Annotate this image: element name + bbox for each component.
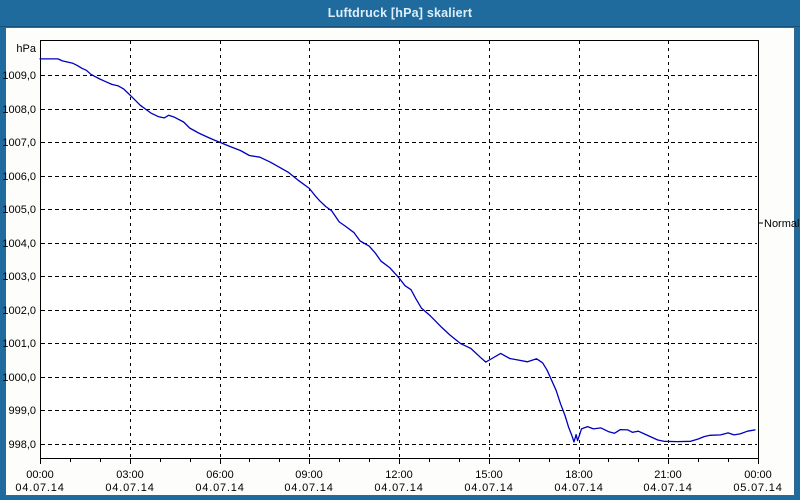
y-axis-unit-label: hPa bbox=[16, 43, 36, 55]
x-axis-time-label: 12:00 bbox=[385, 469, 413, 481]
x-axis-time-label: 03:00 bbox=[116, 469, 144, 481]
x-axis-date-label: 04.07.14 bbox=[643, 482, 692, 494]
y-axis-tick-label: 1001,0 bbox=[2, 338, 36, 350]
y-axis-tick-label: 1008,0 bbox=[2, 104, 36, 116]
x-axis-date-label: 04.07.14 bbox=[374, 482, 423, 494]
y-axis-tick-label: 998,0 bbox=[8, 439, 36, 451]
x-axis-date-label: 04.07.14 bbox=[464, 482, 513, 494]
y-axis-tick-label: 1000,0 bbox=[2, 372, 36, 384]
x-axis-date-label: 04.07.14 bbox=[105, 482, 154, 494]
y-axis-tick-label: 1003,0 bbox=[2, 271, 36, 283]
y-axis-tick-label: 1002,0 bbox=[2, 305, 36, 317]
y-axis-tick-label: 1005,0 bbox=[2, 204, 36, 216]
y-axis-tick-label: 999,0 bbox=[8, 405, 36, 417]
title-bar: Luftdruck [hPa] skaliert bbox=[0, 0, 800, 27]
x-axis-time-label: 06:00 bbox=[206, 469, 234, 481]
normal-marker-label: Normal bbox=[764, 218, 799, 230]
y-axis-tick-label: 1009,0 bbox=[2, 70, 36, 82]
x-axis-time-label: 09:00 bbox=[295, 469, 323, 481]
x-axis-date-label: 05.07.14 bbox=[733, 482, 782, 494]
x-axis-time-label: 00:00 bbox=[744, 469, 772, 481]
y-axis-tick-label: 1007,0 bbox=[2, 137, 36, 149]
x-axis-time-label: 18:00 bbox=[565, 469, 593, 481]
x-axis-date-label: 04.07.14 bbox=[15, 482, 64, 494]
x-axis-date-label: 04.07.14 bbox=[284, 482, 333, 494]
y-axis-tick-label: 1004,0 bbox=[2, 238, 36, 250]
window-title: Luftdruck [hPa] skaliert bbox=[327, 6, 473, 20]
pressure-line bbox=[39, 58, 756, 443]
x-axis-time-label: 15:00 bbox=[475, 469, 503, 481]
x-axis-time-label: 21:00 bbox=[654, 469, 682, 481]
x-axis-time-label: 00:00 bbox=[26, 469, 54, 481]
x-axis-date-label: 04.07.14 bbox=[554, 482, 603, 494]
x-axis-date-label: 04.07.14 bbox=[195, 482, 244, 494]
plot-area bbox=[40, 40, 759, 459]
y-axis-tick-label: 1006,0 bbox=[2, 171, 36, 183]
